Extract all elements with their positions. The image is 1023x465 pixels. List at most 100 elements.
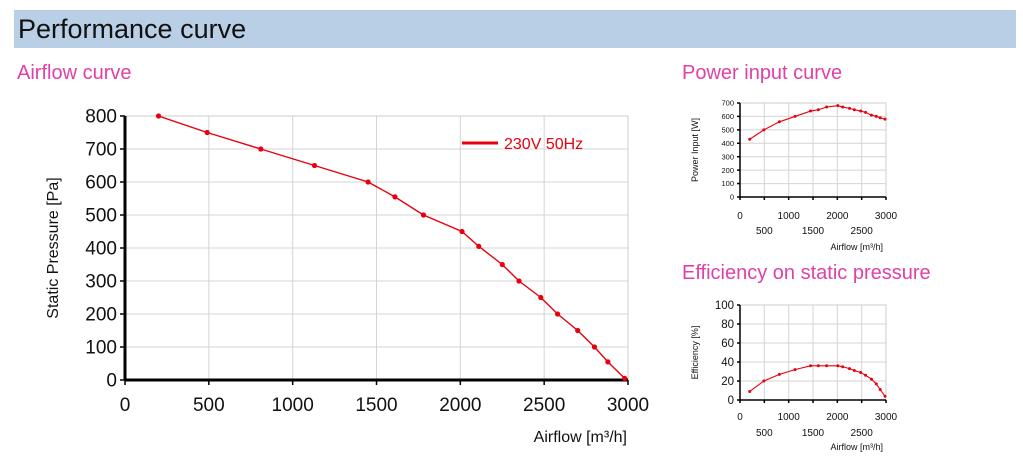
airflow-data-point — [420, 212, 427, 218]
power-x-tick-label: 2500 — [851, 226, 874, 237]
efficiency-y-tick-label: 0 — [728, 395, 734, 407]
efficiency-x-tick-label: 2000 — [826, 412, 849, 423]
efficiency-y-tick-label: 80 — [721, 319, 734, 331]
airflow-data-point — [365, 179, 371, 185]
power-input-title: Power input curve — [682, 62, 843, 84]
airflow-y-tick-label: 0 — [106, 371, 117, 392]
airflow-data-point — [155, 113, 162, 119]
efficiency-data-point — [836, 364, 840, 368]
airflow-data-point — [459, 228, 465, 235]
airflow-data-point — [575, 327, 581, 334]
efficiency-y-tick-label: 20 — [721, 376, 734, 388]
power-x-tick-label: 500 — [756, 226, 773, 237]
efficiency-data-point — [852, 369, 856, 373]
efficiency-data-point — [848, 367, 851, 371]
airflow-y-tick-label: 500 — [85, 206, 117, 227]
efficiency-data-point — [859, 370, 863, 374]
efficiency-data-point — [841, 365, 845, 369]
power-data-point — [864, 110, 868, 114]
efficiency-y-tick-label: 60 — [721, 338, 734, 350]
power-y-tick-label: 400 — [721, 139, 734, 148]
efficiency-data-point — [883, 394, 887, 398]
efficiency-data-point — [878, 388, 882, 392]
power-data-point — [793, 114, 797, 118]
efficiency-data-point — [762, 379, 766, 383]
efficiency-x-axis-label: Airflow [m³/h] — [830, 442, 883, 452]
airflow-chart: 0 100 200 300 400 500 600 700 800 0 500 1000 1500 200… — [45, 107, 649, 446]
airflow-x-tick-label: 1000 — [272, 395, 314, 416]
efficiency-data-point — [825, 364, 829, 368]
power-input-chart: 0 100 200 300 400 500 600 700 0 500 10001500200025… — [690, 99, 898, 252]
airflow-y-tick-label: 300 — [85, 272, 117, 293]
power-data-point — [859, 109, 863, 113]
power-y-tick-label: 700 — [721, 99, 734, 108]
airflow-data-point — [554, 311, 561, 317]
airflow-y-tick-label: 200 — [85, 305, 117, 326]
airflow-x-tick-label: 500 — [193, 395, 225, 416]
power-data-point — [836, 104, 840, 108]
power-data-point — [777, 120, 781, 124]
power-data-point — [874, 114, 878, 118]
efficiency-x-tick-label: 0 — [737, 412, 743, 423]
power-data-point — [748, 137, 752, 141]
airflow-data-point — [499, 261, 505, 268]
power-data-point — [883, 117, 887, 121]
airflow-x-tick-label: 2000 — [439, 395, 481, 416]
airflow-y-tick-label: 400 — [85, 239, 117, 260]
page-header: Performance curve — [14, 10, 1016, 48]
power-y-tick-label: 600 — [721, 112, 734, 121]
efficiency-x-tick-label: 3000 — [875, 412, 898, 423]
power-data-point — [869, 113, 873, 117]
airflow-y-tick-label: 700 — [85, 140, 117, 161]
airflow-y-tick-label: 800 — [85, 107, 117, 128]
efficiency-data-point — [864, 373, 868, 377]
power-y-tick-label: 300 — [721, 152, 734, 161]
airflow-x-tick-label: 1500 — [355, 395, 397, 416]
efficiency-chart: 020406080100050010001500200025003000Airf… — [690, 300, 898, 452]
power-data-point — [878, 116, 882, 120]
power-data-point — [852, 108, 856, 112]
efficiency-data-point — [777, 372, 781, 376]
airflow-data-point — [605, 359, 611, 365]
power-y-tick-label: 500 — [721, 125, 734, 134]
airflow-y-axis-label: Static Pressure [Pa] — [45, 177, 62, 318]
page-title: Performance curve — [18, 14, 247, 44]
power-x-axis-label: Airflow [m³/h] — [830, 242, 883, 252]
airflow-data-point — [622, 375, 628, 381]
airflow-y-tick-label: 100 — [85, 338, 117, 359]
airflow-x-tick-label: 3000 — [607, 395, 649, 416]
power-x-tick-label: 0 — [737, 211, 743, 222]
efficiency-title: Efficiency on static pressure — [682, 262, 931, 284]
power-data-point — [841, 105, 845, 109]
efficiency-data-point — [748, 389, 752, 393]
power-y-tick-label: 100 — [721, 179, 734, 188]
efficiency-x-tick-label: 1000 — [778, 412, 801, 423]
efficiency-data-point — [816, 364, 820, 368]
power-x-tick-label: 3000 — [875, 211, 898, 222]
airflow-data-point — [476, 243, 482, 249]
airflow-data-point — [538, 294, 544, 301]
power-x-tick-label: 1500 — [802, 226, 825, 237]
power-y-axis-label: Power Input [W] — [690, 118, 700, 182]
efficiency-y-axis-label: Efficiency [%] — [690, 326, 700, 380]
efficiency-y-tick-label: 100 — [715, 300, 734, 312]
power-data-point — [848, 106, 851, 110]
efficiency-x-tick-label: 2500 — [851, 428, 874, 439]
power-x-tick-label: 1000 — [778, 211, 801, 222]
efficiency-x-tick-label: 1500 — [802, 428, 825, 439]
airflow-data-point — [392, 194, 398, 200]
airflow-x-tick-label: 0 — [120, 395, 131, 416]
efficiency-data-point — [793, 368, 797, 372]
efficiency-data-point — [874, 382, 878, 386]
power-data-point — [816, 108, 820, 112]
power-y-tick-label: 0 — [730, 193, 734, 202]
efficiency-x-tick-label: 500 — [756, 428, 773, 439]
power-x-tick-label: 2000 — [826, 211, 849, 222]
airflow-curve-title: Airflow curve — [17, 62, 132, 84]
airflow-data-point — [591, 344, 598, 350]
airflow-legend-label: 230V 50Hz — [504, 136, 583, 153]
efficiency-data-point — [809, 364, 813, 368]
airflow-data-point — [258, 146, 264, 152]
airflow-data-point — [311, 162, 318, 169]
power-y-tick-label: 200 — [721, 166, 734, 175]
